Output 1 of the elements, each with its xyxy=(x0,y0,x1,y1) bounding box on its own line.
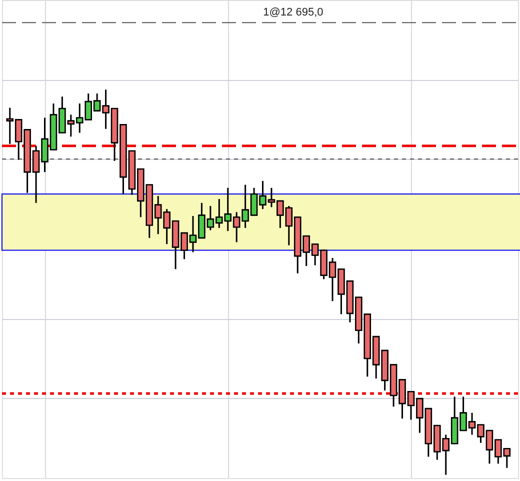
ref-line-label: 1@12 695,0 xyxy=(263,6,324,19)
